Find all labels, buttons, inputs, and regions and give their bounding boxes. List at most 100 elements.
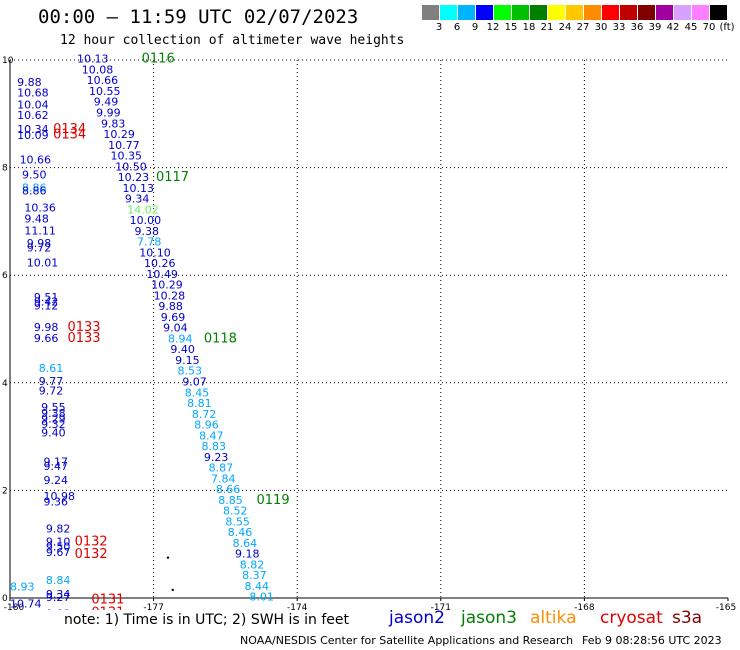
legend-label: 36 <box>630 22 644 33</box>
legend-swatch <box>422 5 439 20</box>
legend-unit: (ft) <box>719 22 735 33</box>
wave-height-label: 9.91 <box>46 607 71 610</box>
wave-height-label: 10.50 <box>115 160 147 173</box>
wave-height-label: 9.50 <box>22 168 47 181</box>
wave-height-label: 9.83 <box>101 117 126 130</box>
legend-swatch <box>512 5 529 20</box>
wave-height-label: 9.50 <box>46 541 71 554</box>
pass-label: 0117 <box>156 170 189 185</box>
pass-label: 0131 <box>91 592 124 607</box>
footnote: note: 1) Time is in UTC; 2) SWH is in fe… <box>64 612 350 628</box>
wave-height-label: 8.81 <box>187 397 212 410</box>
wave-height-label: 9.36 <box>44 495 69 508</box>
wave-height-label: 14.02 <box>127 203 159 216</box>
y-tick-label: 4 <box>2 379 8 389</box>
wave-height-label: 9.40 <box>41 427 66 440</box>
wave-height-label: 9.15 <box>175 354 200 367</box>
legend-swatch <box>458 5 475 20</box>
wave-height-label: 10.13 <box>77 53 109 66</box>
legend-swatch <box>638 5 655 20</box>
wave-height-label: 9.82 <box>46 522 71 535</box>
wave-height-label: 9.24 <box>44 474 69 487</box>
wave-height-label: 10.29 <box>151 279 183 292</box>
pass-label: 0131 <box>91 605 124 610</box>
legend-swatch <box>440 5 457 20</box>
page-title: 00:00 – 11:59 UTC 02/07/2023 <box>38 6 359 28</box>
wave-height-label: 10.49 <box>146 268 178 281</box>
wave-height-label: 9.55 <box>41 401 66 414</box>
wave-height-label: 8.44 <box>245 580 270 593</box>
x-tick-label: -168 <box>574 603 595 610</box>
satellite-label-jason3: jason3 <box>461 608 517 628</box>
wave-height-label: 8.53 <box>178 365 203 378</box>
wave-height-label: 9.07 <box>182 375 207 388</box>
wave-height-label: 9.66 <box>34 332 59 345</box>
legend-swatch <box>674 5 691 20</box>
legend-swatch <box>584 5 601 20</box>
wave-height-label: 9.27 <box>46 591 71 604</box>
wave-height-label: 10.68 <box>17 87 49 100</box>
wave-height-label: 10.34 <box>17 123 49 136</box>
pass-label: 0134 <box>53 128 86 143</box>
wave-height-label: 8.85 <box>218 494 243 507</box>
wave-height-label: 10.23 <box>118 171 150 184</box>
pass-label: 0134 <box>53 122 86 137</box>
wave-height-label: 10.35 <box>111 150 142 163</box>
wave-height-label: 8.96 <box>194 419 219 432</box>
wave-height-label: 8.55 <box>225 515 250 528</box>
legend-label: 18 <box>522 22 536 33</box>
legend-swatch <box>566 5 583 20</box>
legend-label: 24 <box>558 22 572 33</box>
wave-height-label: 9.67 <box>46 546 71 559</box>
wave-height-label: 9.72 <box>39 385 64 398</box>
wave-height-label: 9.72 <box>27 242 52 255</box>
pass-label: 0116 <box>142 52 175 67</box>
pass-label: 0133 <box>67 331 100 346</box>
wave-height-label: 10.98 <box>44 490 76 503</box>
wave-height-label: 8.46 <box>228 526 253 539</box>
wave-height-label: 9.10 <box>46 535 71 548</box>
wave-height-label: 8.87 <box>209 462 234 475</box>
x-tick-label: -180 <box>4 603 25 610</box>
wave-height-label: 10.09 <box>17 129 49 142</box>
wave-height-label: 8.72 <box>192 408 217 421</box>
wave-height-label: 9.77 <box>39 375 64 388</box>
legend-swatch <box>494 5 511 20</box>
satellite-label-altika: altika <box>530 608 577 628</box>
legend-swatch <box>710 5 727 20</box>
pass-label: 0118 <box>204 331 237 346</box>
wave-height-label: 10.01 <box>27 257 59 270</box>
legend-label: 33 <box>612 22 626 33</box>
wave-height-label: 9.98 <box>34 321 59 334</box>
legend-swatch <box>656 5 673 20</box>
x-tick-label: -171 <box>431 603 451 610</box>
wave-height-label: 8.61 <box>39 362 64 375</box>
wave-height-label: 9.99 <box>96 106 121 119</box>
wave-height-label: 9.17 <box>44 456 69 469</box>
wave-height-label: 8.64 <box>233 537 258 550</box>
wave-height-label: 8.45 <box>185 386 210 399</box>
pass-label: 0132 <box>75 534 108 549</box>
wave-height-label: 7.78 <box>137 236 162 249</box>
data-dot <box>166 556 170 559</box>
y-tick-label: 10 <box>2 56 14 66</box>
pass-label: 0119 <box>257 493 290 508</box>
wave-height-label: 9.18 <box>235 548 260 561</box>
wave-height-label: 9.32 <box>41 418 66 431</box>
wave-height-label: 8.93 <box>10 580 35 593</box>
wave-height-label: 10.13 <box>122 182 154 195</box>
wave-height-label: 10.00 <box>130 214 162 227</box>
data-dot <box>171 588 174 592</box>
wave-height-label: 8.82 <box>240 558 265 571</box>
x-tick-label: -177 <box>143 603 163 610</box>
wave-height-label: 9.98 <box>27 237 52 250</box>
wave-height-label: 10.66 <box>20 153 52 166</box>
legend-label: 15 <box>504 22 518 33</box>
wave-height-label: 10.36 <box>24 202 56 215</box>
wave-height-label: 8.47 <box>199 429 224 442</box>
legend-swatch <box>620 5 637 20</box>
wave-height-label: 9.38 <box>41 407 66 420</box>
legend-label: 42 <box>666 22 680 33</box>
wave-height-label: 9.40 <box>170 343 195 356</box>
wave-height-label: 8.01 <box>249 591 273 604</box>
